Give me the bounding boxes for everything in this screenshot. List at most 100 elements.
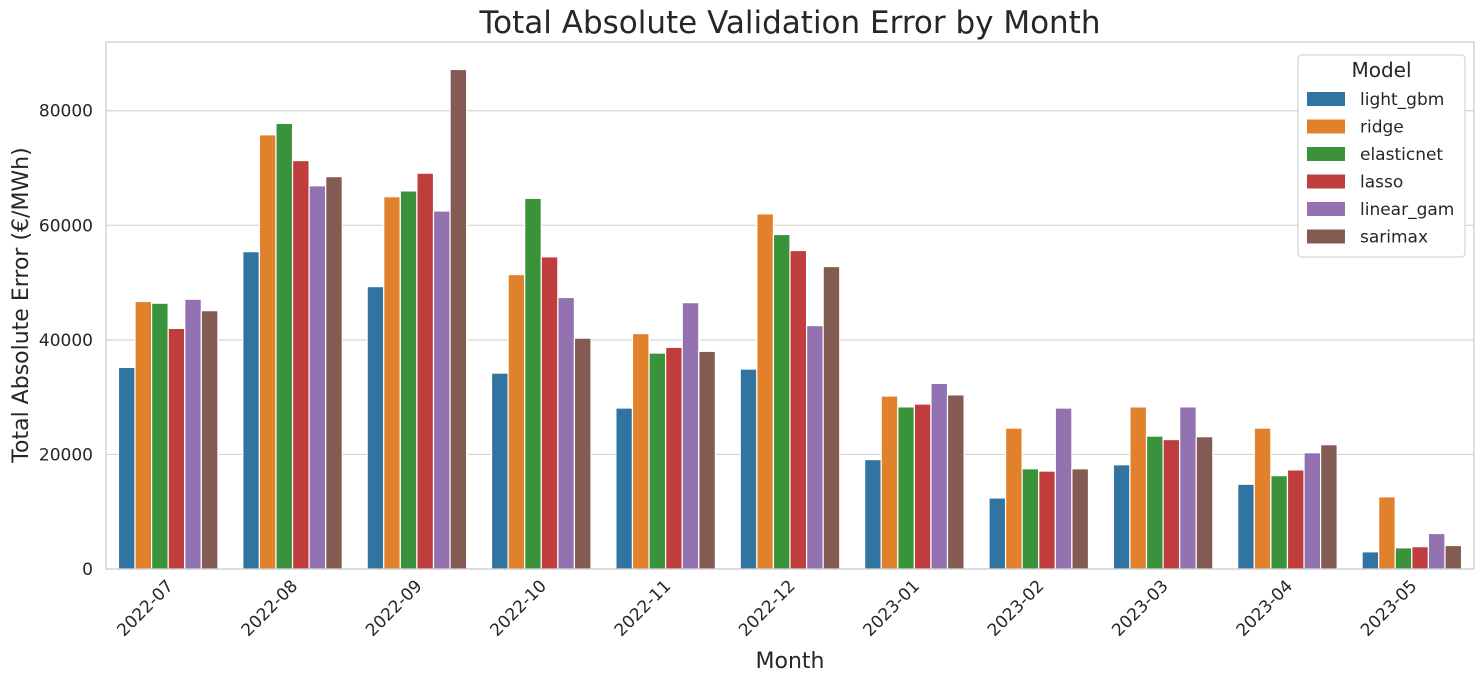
bar-sarimax bbox=[1195, 436, 1214, 570]
bar-ridge bbox=[1378, 496, 1396, 570]
bar-lasso bbox=[1286, 469, 1305, 570]
bar-linear_gam bbox=[557, 296, 576, 570]
bar-ridge bbox=[1004, 427, 1023, 570]
bar-light_gbm bbox=[490, 372, 509, 570]
bar-sarimax bbox=[822, 265, 841, 570]
x-tick-label: 2022-09 bbox=[362, 576, 426, 640]
bar-sarimax bbox=[946, 394, 965, 570]
bar-ridge bbox=[258, 134, 277, 570]
bar-lasso bbox=[416, 172, 435, 570]
x-tick-label: 2022-08 bbox=[238, 576, 302, 640]
legend-label-elasticnet: elasticnet bbox=[1360, 145, 1443, 165]
bar-linear_gam bbox=[681, 302, 700, 570]
bar-light_gbm bbox=[988, 497, 1007, 570]
bar-light_gbm bbox=[242, 251, 260, 570]
legend-label-light_gbm: light_gbm bbox=[1360, 90, 1444, 110]
legend-swatch-light_gbm bbox=[1307, 92, 1345, 106]
bar-ridge bbox=[756, 213, 775, 570]
legend-label-linear_gam: linear_gam bbox=[1360, 200, 1454, 220]
bar-ridge bbox=[1129, 406, 1148, 570]
chart-title: Total Absolute Validation Error by Month bbox=[479, 5, 1101, 41]
bar-light_gbm bbox=[864, 458, 882, 570]
y-tick-label: 20000 bbox=[39, 445, 93, 465]
bar-lasso bbox=[665, 346, 683, 570]
legend-swatch-elasticnet bbox=[1307, 147, 1345, 161]
bar-ridge bbox=[507, 273, 526, 570]
bar-sarimax bbox=[449, 68, 468, 570]
y-tick-label: 80000 bbox=[39, 102, 93, 122]
bar-lasso bbox=[540, 256, 559, 570]
bar-lasso bbox=[1162, 438, 1181, 570]
bar-sarimax bbox=[573, 337, 592, 570]
legend-label-lasso: lasso bbox=[1360, 173, 1403, 193]
bar-linear_gam bbox=[1427, 532, 1446, 570]
bars bbox=[117, 68, 1463, 570]
legend-swatch-ridge bbox=[1307, 119, 1345, 134]
bar-elasticnet bbox=[1394, 547, 1413, 570]
bar-linear_gam bbox=[1179, 406, 1197, 570]
y-tick-label: 0 bbox=[82, 560, 93, 580]
bar-linear_gam bbox=[1303, 452, 1322, 570]
legend-label-sarimax: sarimax bbox=[1360, 228, 1428, 248]
bar-light_gbm bbox=[1237, 483, 1255, 570]
y-tick-label: 60000 bbox=[39, 216, 93, 236]
bar-linear_gam bbox=[308, 185, 327, 570]
legend-swatch-lasso bbox=[1307, 174, 1345, 189]
bar-lasso bbox=[789, 249, 808, 570]
plot-frame bbox=[105, 41, 1475, 570]
bar-sarimax bbox=[1444, 544, 1463, 570]
x-tick-label: 2022-10 bbox=[486, 576, 550, 640]
x-tick-label: 2022-07 bbox=[113, 576, 177, 640]
bar-linear_gam bbox=[930, 382, 949, 570]
bar-light_gbm bbox=[1112, 464, 1131, 570]
bar-elasticnet bbox=[275, 122, 294, 570]
x-tick-label: 2023-03 bbox=[1108, 576, 1172, 640]
x-tick-label: 2023-01 bbox=[860, 576, 924, 640]
legend-title: Model bbox=[1351, 58, 1411, 82]
bar-elasticnet bbox=[1270, 475, 1289, 570]
bar-ridge bbox=[1253, 427, 1272, 570]
x-tick-label: 2023-05 bbox=[1357, 576, 1421, 640]
bar-ridge bbox=[880, 395, 899, 570]
bar-sarimax bbox=[200, 310, 219, 570]
bar-elasticnet bbox=[1145, 435, 1164, 570]
legend-label-ridge: ridge bbox=[1360, 118, 1404, 138]
bar-light_gbm bbox=[117, 366, 136, 570]
x-tick-label: 2023-04 bbox=[1233, 576, 1297, 640]
bar-sarimax bbox=[1320, 444, 1338, 570]
bar-ridge bbox=[631, 332, 650, 570]
bar-sarimax bbox=[325, 176, 343, 570]
bar-linear_gam bbox=[805, 324, 824, 570]
bar-sarimax bbox=[698, 350, 716, 570]
x-tick-label: 2022-11 bbox=[611, 576, 675, 640]
bar-lasso bbox=[1038, 470, 1056, 570]
bar-linear_gam bbox=[1054, 407, 1073, 570]
bar-light_gbm bbox=[1361, 551, 1380, 570]
x-tick-label: 2022-12 bbox=[735, 576, 799, 640]
x-axis-label: Month bbox=[756, 649, 825, 674]
bar-sarimax bbox=[1071, 468, 1090, 570]
y-tick-label: 40000 bbox=[39, 331, 93, 351]
x-tick-labels: 2022-07 2022-08 2022-09 2022-10 2022-11 2022-… bbox=[113, 576, 1421, 640]
bar-ridge bbox=[134, 300, 153, 570]
bar-light_gbm bbox=[366, 285, 385, 570]
bar-ridge bbox=[383, 196, 401, 570]
bar-elasticnet bbox=[1021, 468, 1040, 570]
legend-swatch-linear_gam bbox=[1307, 202, 1345, 216]
bar-linear_gam bbox=[184, 298, 202, 570]
y-axis-label: Total Absolute Error (€/MWh) bbox=[9, 147, 34, 463]
bar-elasticnet bbox=[399, 190, 418, 570]
bar-linear_gam bbox=[432, 210, 451, 570]
bar-light_gbm bbox=[739, 368, 758, 570]
x-tick-label: 2023-02 bbox=[984, 576, 1048, 640]
bar-elasticnet bbox=[648, 352, 667, 570]
legend-swatch-sarimax bbox=[1307, 229, 1345, 244]
bar-lasso bbox=[291, 159, 310, 570]
bar-lasso bbox=[1411, 546, 1430, 570]
bar-elasticnet bbox=[524, 197, 542, 570]
bar-elasticnet bbox=[151, 302, 169, 570]
